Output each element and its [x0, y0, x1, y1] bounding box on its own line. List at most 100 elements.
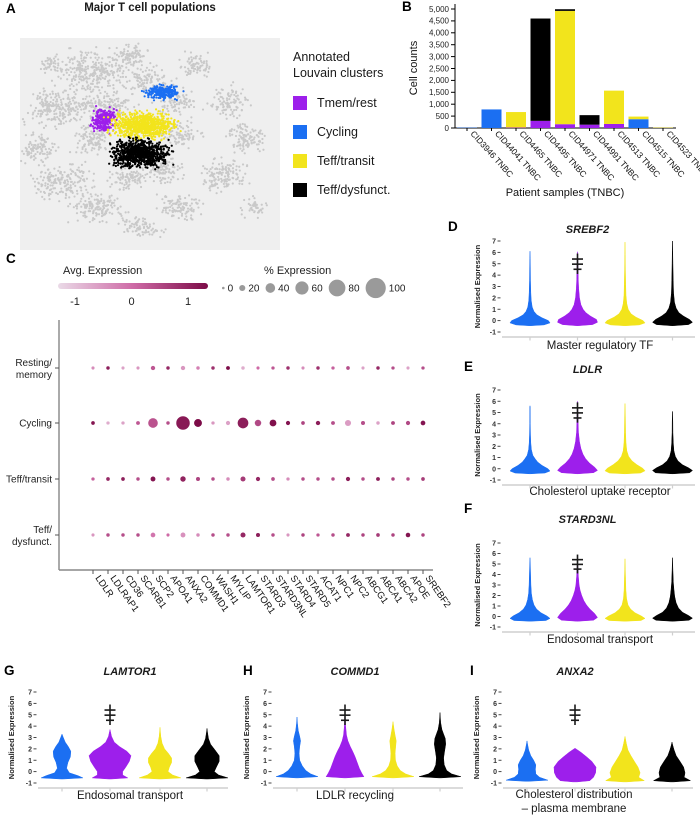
expression-dot: [421, 533, 425, 537]
expression-dot: [106, 421, 110, 425]
violin-y-tick-label: 4: [28, 724, 32, 731]
violin-caption-commd1: LDLR recycling: [316, 790, 394, 802]
bar-segment: [555, 9, 575, 11]
violin-y-tick-label: 1: [492, 604, 496, 611]
violin-title-srebf2: SREBF2: [565, 224, 610, 236]
expression-dot: [376, 533, 380, 537]
violin-y-tick-label: 6: [28, 701, 32, 708]
violin-title-ldlr: LDLR: [572, 364, 603, 376]
violin-caption-srebf2: Master regulatory TF: [546, 340, 654, 352]
violin-y-tick-label: 6: [492, 250, 496, 257]
violin-title-anxa2: ANXA2: [556, 666, 594, 678]
tmem-swatch: [293, 96, 307, 111]
y-tick-label: 0: [445, 124, 450, 133]
expression-dot: [148, 418, 158, 428]
violin-shape-teff-dysfunct-: [418, 712, 462, 779]
violin-title-commd1: COMMD1: [330, 666, 380, 678]
violin-shape-teff-transit: [371, 721, 415, 779]
cluster-legend: Annotated Louvain clusters Tmem/rest Cyc…: [293, 50, 403, 198]
violin-shape-teff-transit: [604, 558, 646, 622]
violin-shape-tmem-rest: [88, 729, 132, 780]
violin-y-tick-label: -1: [490, 478, 496, 485]
expression-dot: [166, 477, 170, 481]
dot-plot-body: Avg. Expression -1 0 1 % Expression 0 20 40 60 80…: [6, 265, 453, 620]
pct-legend-dot: [239, 284, 246, 292]
pct-legend-dot: [222, 286, 225, 290]
bar-segment: [481, 109, 502, 128]
violin-y-tick-label: 0: [263, 769, 267, 776]
violin-y-tick-label: -1: [26, 781, 32, 788]
expression-dot: [176, 416, 190, 430]
legend-label: Teff/transit: [317, 154, 375, 169]
expression-dot: [301, 366, 305, 370]
expression-dot: [301, 421, 305, 425]
violin-shape-teff-dysfunct-: [185, 728, 229, 780]
avg-expression-legend-title: Avg. Expression: [63, 265, 142, 277]
cell-counts-bar-chart: 0 500 1,000 1,500 2,000 2,500 3,000 3,500 4,000 4…: [408, 4, 700, 199]
expression-dot: [225, 420, 231, 426]
expression-dot: [315, 420, 321, 426]
violin-y-tick-label: 1: [263, 758, 267, 765]
y-tick-label: 3,500: [429, 41, 450, 50]
gene-dot-plot: Avg. Expression -1 0 1 % Expression 0 20 40 60 80…: [6, 265, 453, 620]
violin-y-tick-label: 0: [492, 466, 496, 473]
y-tick-label: 1,000: [429, 100, 450, 109]
panel-a-title: Major T cell populations: [84, 2, 216, 14]
expression-dot: [331, 533, 335, 537]
violin-shape-teff-transit: [138, 727, 182, 780]
expression-dot: [226, 366, 230, 370]
violin-title-lamtor1: LAMTOR1: [103, 666, 157, 678]
dotplot-row-label: memory: [16, 370, 52, 381]
expression-dot: [301, 533, 305, 537]
umap-unannotated-cells: [20, 42, 268, 239]
avg-legend-tick: -1: [70, 296, 80, 308]
violin-plot-srebf2: Normalised Expression 7 6 5 4 3 2 1 0 -1: [473, 239, 695, 341]
expression-dot: [271, 477, 275, 481]
violin-y-tick-label: 3: [492, 433, 496, 440]
expression-dot: [361, 366, 365, 370]
violin-y-tick-label: 2: [492, 444, 496, 451]
panel-e-letter: E: [464, 359, 474, 374]
panel-g-letter: G: [4, 663, 15, 678]
pct-legend-label: 100: [389, 284, 406, 295]
violin-shape-teff-dysfunct-: [652, 557, 693, 622]
panel-a-letter: A: [6, 1, 16, 16]
violin-shape-cycling: [275, 716, 319, 779]
legend-item-teff-transit: Teff/transit: [293, 154, 403, 169]
expression-dot: [286, 366, 290, 370]
expression-dot: [391, 477, 395, 481]
violin-y-tick-label: 3: [263, 735, 267, 742]
expression-dot: [136, 477, 140, 481]
significance-marker-icon: [104, 704, 116, 725]
expression-dot: [376, 421, 380, 425]
x-axis-title: Patient samples (TNBC): [506, 187, 625, 199]
violin-y-tick-label: 2: [492, 593, 496, 600]
expression-dot: [194, 419, 202, 427]
expression-dot: [166, 366, 170, 370]
avg-expression-gradient-bar: [58, 283, 208, 289]
y-tick-label: 500: [436, 112, 450, 121]
y-tick-label: 4,000: [429, 29, 450, 38]
expression-dot: [391, 533, 395, 537]
expression-dot: [91, 366, 95, 370]
expression-dot: [405, 420, 411, 426]
expression-dot: [361, 477, 365, 481]
bar-segment: [579, 115, 600, 125]
expression-dot: [285, 420, 291, 426]
violin-y-tick-label: 2: [263, 746, 267, 753]
legend-item-cycling: Cycling: [293, 125, 403, 140]
violin-title-stard3nl: STARD3NL: [558, 514, 617, 526]
expression-dot: [241, 366, 245, 370]
expression-dot: [121, 533, 125, 537]
expression-dot: [180, 476, 186, 482]
pct-legend-label: 0: [228, 284, 234, 295]
violin-y-tick-label: 6: [493, 701, 497, 708]
dotplot-row-label: Cycling: [19, 419, 52, 430]
pct-legend-label: 80: [348, 284, 360, 295]
violin-shape-teff-dysfunct-: [652, 240, 693, 326]
panel-d-letter: D: [448, 219, 458, 234]
bar-segment: [506, 112, 526, 128]
violin-y-tick-label: 1: [492, 455, 496, 462]
violin-y-axis-title: Normalised Expression: [473, 393, 482, 477]
violin-y-tick-label: 5: [28, 712, 32, 719]
